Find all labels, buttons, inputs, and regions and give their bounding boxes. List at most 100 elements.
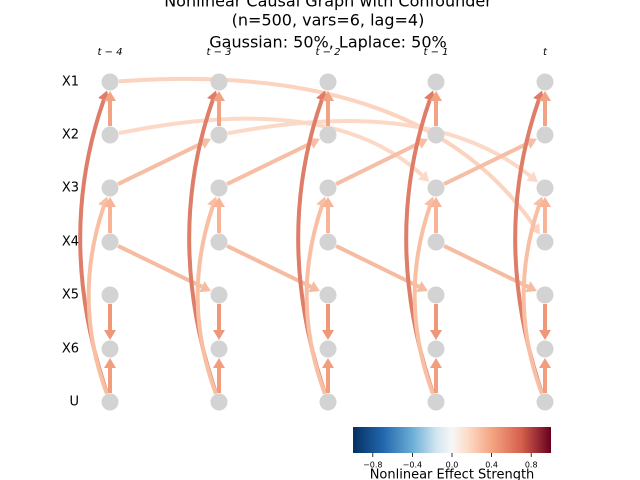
node (319, 73, 337, 91)
variable-label: X6 (62, 342, 79, 357)
arrowhead (104, 358, 116, 368)
node (319, 340, 337, 358)
time-label: t (543, 47, 548, 58)
node (101, 73, 119, 91)
node (319, 393, 337, 411)
nodes (101, 73, 554, 411)
variable-label: X1 (62, 75, 79, 90)
variable-label: X5 (62, 288, 79, 303)
arrowhead (416, 281, 428, 293)
edge (443, 141, 529, 186)
node (427, 73, 445, 91)
node (427, 126, 445, 144)
arrowhead (430, 330, 442, 340)
node (319, 126, 337, 144)
edge (118, 77, 536, 228)
arrowhead (525, 281, 537, 293)
node (536, 393, 554, 411)
arrowhead (213, 91, 225, 101)
arrowhead (322, 330, 334, 340)
node (210, 393, 228, 411)
arrowhead (104, 330, 116, 340)
node (101, 179, 119, 197)
arrowhead (539, 197, 551, 207)
time-label: t − 1 (423, 47, 448, 58)
edge (304, 205, 327, 395)
arrowhead (322, 197, 334, 207)
variable-label: X3 (62, 181, 79, 196)
node (536, 126, 554, 144)
edge (86, 205, 109, 395)
arrowhead (539, 91, 551, 101)
arrowhead (104, 197, 116, 207)
node (210, 340, 228, 358)
node (319, 233, 337, 251)
node (536, 286, 554, 304)
node (210, 179, 228, 197)
variable-label: X2 (62, 128, 79, 143)
node (210, 233, 228, 251)
edge (443, 244, 529, 289)
node (210, 126, 228, 144)
arrowhead (322, 358, 334, 368)
colorbar-tick-label: −0.8 (363, 461, 382, 470)
edge (226, 141, 312, 186)
time-label: t − 2 (315, 47, 340, 58)
colorbar-label: Nonlinear Effect Strength (370, 468, 535, 480)
title: Nonlinear Causal Graph with Confounder (164, 0, 492, 11)
arrowhead (430, 197, 442, 207)
arrowhead (213, 358, 225, 368)
edge (227, 119, 532, 178)
time-label: t − 3 (206, 47, 231, 58)
colorbar-tick-label: 0.4 (485, 461, 498, 470)
edge (117, 244, 203, 289)
node (101, 126, 119, 144)
node (101, 393, 119, 411)
edge (117, 141, 203, 186)
edge (521, 205, 544, 395)
subtitle: (n=500, vars=6, lag=4) (232, 11, 425, 30)
arrowhead (199, 281, 211, 293)
node (101, 233, 119, 251)
edge (412, 205, 435, 395)
arrowhead (529, 222, 540, 235)
node (427, 340, 445, 358)
edge (226, 244, 312, 289)
edges (78, 77, 551, 395)
arrowhead (213, 197, 225, 207)
subtitle: Gaussian: 50%, Laplace: 50% (209, 33, 446, 52)
node (427, 179, 445, 197)
arrowhead (430, 91, 442, 101)
arrowhead (417, 170, 430, 182)
arrowhead (539, 358, 551, 368)
edge (335, 141, 420, 186)
node (427, 286, 445, 304)
arrowhead (430, 358, 442, 368)
variable-label: U (69, 395, 79, 410)
arrowhead (213, 330, 225, 340)
node (210, 286, 228, 304)
node (427, 233, 445, 251)
node (101, 286, 119, 304)
arrowhead (308, 281, 320, 293)
node (427, 393, 445, 411)
colorbar (353, 427, 551, 453)
node (319, 179, 337, 197)
node (536, 233, 554, 251)
node (536, 340, 554, 358)
edge (195, 205, 218, 395)
node (101, 340, 119, 358)
node (210, 73, 228, 91)
variable-label: X4 (62, 235, 79, 250)
node (536, 179, 554, 197)
node (536, 73, 554, 91)
time-label: t − 4 (97, 47, 122, 58)
colorbar-tick-label: 0.8 (525, 461, 538, 470)
arrowhead (539, 330, 551, 340)
colorbar-tick-label: 0.0 (446, 461, 459, 470)
arrowhead (104, 91, 116, 101)
arrowhead (322, 91, 334, 101)
edge (335, 244, 420, 289)
colorbar-tick-label: −0.4 (403, 461, 422, 470)
